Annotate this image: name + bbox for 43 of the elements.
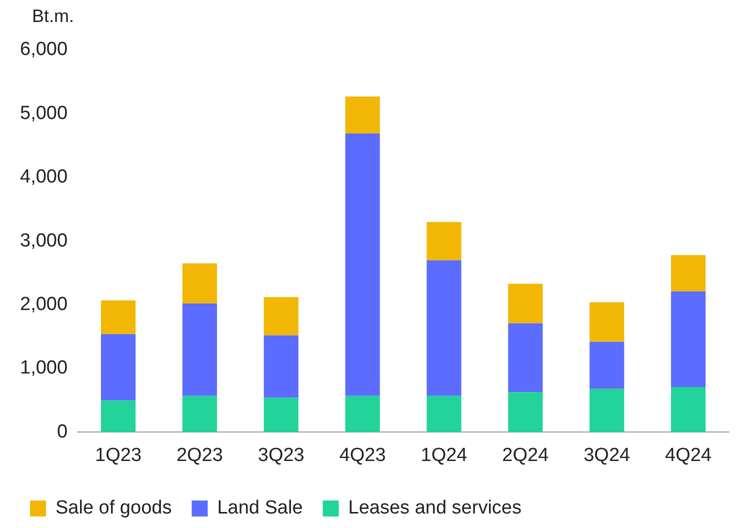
y-tick-label: 4,000 [20,166,68,188]
y-tick-label: 0 [56,421,68,442]
bar [590,302,624,342]
x-tick-label: 4Q23 [339,444,386,466]
bar [264,398,298,432]
bar [508,392,543,432]
bar [670,291,706,387]
bar [182,263,217,304]
bar [590,388,624,432]
bar [426,396,462,432]
y-tick-label: 2,000 [20,294,68,316]
bar [670,255,706,292]
legend-label: Land Sale [217,498,303,519]
legend-label: Sale of goods [56,498,172,519]
x-tick-label: 2Q24 [502,444,550,466]
bar [590,342,624,389]
bar [345,96,380,134]
bar [100,334,136,400]
bar [264,335,298,398]
x-tick-label: 1Q24 [420,444,468,466]
bar [508,284,543,324]
x-tick-label: 4Q24 [665,444,712,466]
bar [426,260,462,396]
bar [182,396,217,432]
x-tick-label: 2Q23 [176,444,223,466]
y-tick-label: 3,000 [20,230,68,252]
x-tick-label: 1Q23 [95,444,142,466]
y-tick-label: 6,000 [20,39,68,60]
bar [345,133,380,396]
bar [670,386,706,432]
bar [100,300,136,334]
bar [426,222,462,260]
bar [264,297,298,336]
bar [100,400,136,432]
bar [182,304,217,396]
bar [508,323,543,392]
legend-label: Leases and services [348,498,522,519]
y-tick-label: 5,000 [20,102,68,124]
y-axis-title: Bt.m. [32,6,74,26]
x-tick-label: 3Q23 [258,444,304,466]
x-tick-label: 3Q24 [584,444,631,466]
bar [345,396,380,432]
y-tick-label: 1,000 [20,358,68,379]
